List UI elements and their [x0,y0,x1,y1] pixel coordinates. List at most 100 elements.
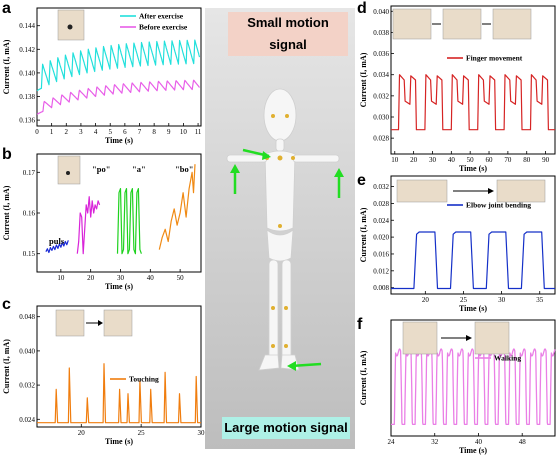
y-axis-title: Current (I, mA) [2,339,11,394]
x-tick-label: 25 [138,429,146,437]
y-tick-label: 0.028 [373,135,389,143]
x-tick-label: 40 [448,156,456,164]
series-line-0 [36,39,201,92]
y-tick-label: 0.032 [19,382,35,390]
x-tick-label: 24 [388,438,396,446]
photo-elbow-straight [396,179,448,203]
x-tick-label: 70 [504,156,512,164]
x-axis-title: Time (s) [459,164,487,173]
axes-d: 10 20 30 40 50 60 70 80 90 0.028 0.030 0.032 0.034 0.… [359,5,556,173]
y-tick-label: 0.024 [19,416,35,424]
series-annotation-2: "a" [132,164,146,174]
y-tick-label: 0.038 [373,29,389,37]
y-axis-title: Current (I, mA) [2,185,11,240]
x-tick-label: 10 [57,274,65,282]
x-axis-title: Time (s) [105,282,133,291]
chart-e: 20 25 30 35 0.008 0.012 0.016 0.020 0.024 0.028 0.… [357,172,558,316]
chart-a: 0 1 2 3 4 5 6 7 8 9 10 11 0.136 0.138 0.140 0.142 0.144 T… [0,0,205,145]
y-tick-label: 0.032 [373,183,389,191]
series-line-2 [116,187,142,255]
x-tick-label: 11 [195,128,202,136]
x-tick-label: 30 [498,296,506,304]
y-tick-label: 0.040 [19,347,35,355]
y-tick-label: 0.140 [19,69,35,77]
x-tick-label: 0 [35,128,39,136]
y-tick-label: 0.024 [373,217,389,225]
panel-label-d: d [357,0,367,17]
series-line-3 [158,164,196,250]
series-annotation-0: puls [49,236,65,246]
y-tick-label: 0.142 [19,46,35,54]
photo-arrow-head [466,335,472,341]
photo-throat [57,155,81,185]
x-tick-label: 3 [79,128,83,136]
photo-arrow-head [488,188,494,194]
x-tick-label: 80 [523,156,531,164]
y-tick-label: 0.048 [19,313,35,321]
y-axis-title: Current (I, mA) [359,350,368,405]
x-axis-title: Time (s) [105,136,133,145]
x-tick-label: 30 [198,429,206,437]
y-tick-label: 0.16 [23,210,36,218]
series-annotation-3: "bo" [175,164,193,174]
y-tick-label: 0.136 [19,117,35,125]
photo-arrow-head [98,320,103,326]
x-tick-label: 20 [410,156,418,164]
y-tick-label: 0.008 [373,284,389,292]
photo-finger-3 [492,8,532,40]
photo-feet-1 [402,321,438,355]
y-tick-label: 0.036 [373,50,389,58]
x-tick-label: 30 [429,156,437,164]
y-tick-label: 0.012 [373,267,389,275]
x-tick-label: 40 [147,274,155,282]
x-tick-label: 9 [167,128,171,136]
plot-frame [36,7,202,127]
x-tick-label: 1 [50,128,54,136]
y-axis-title: Current (I, mA) [2,39,11,94]
x-tick-label: 50 [467,156,475,164]
small-motion-banner: Small motion signal [228,12,348,56]
plot-frame [390,5,556,155]
x-tick-label: 8 [152,128,156,136]
series-line-0 [391,74,555,131]
axes-b: 10 20 30 40 50 0.15 0.16 0.17 Time (s) Current (I… [2,153,202,291]
x-tick-label: 25 [460,296,468,304]
x-tick-label: 30 [117,274,125,282]
y-tick-label: 0.15 [23,250,36,258]
panel-label-e: e [357,172,366,189]
legend-1-label: Before exercise [139,23,188,32]
y-tick-label: 0.032 [373,92,389,100]
x-tick-label: 10 [391,156,399,164]
photo-finger-1 [392,8,432,40]
x-tick-label: 6 [123,128,127,136]
x-tick-label: 60 [486,156,494,164]
photo-feet-2 [474,321,510,355]
x-axis-title: Time (s) [459,304,487,313]
y-tick-label: 0.030 [373,114,389,122]
chart-b: 10 20 30 40 50 0.15 0.16 0.17 Time (s) Current (I… [0,146,205,296]
chart-d: 10 20 30 40 50 60 70 80 90 0.028 0.030 0.032 0.034 0.… [357,0,558,173]
series-line-0 [45,240,69,254]
sensor-dot [66,171,70,175]
series-line-0 [390,348,556,426]
arrow-right-arm-head [334,168,344,177]
x-tick-label: 32 [431,438,439,446]
axes-f: 24 32 40 48 Time (s) Current (I, mA) Walking [359,319,556,455]
chart-f: 24 32 40 48 Time (s) Current (I, mA) Walking [357,316,558,457]
legend-0-label: Walking [494,354,521,363]
y-tick-label: 0.040 [373,8,389,16]
x-tick-label: 90 [542,156,550,164]
y-axis-title: Current (I, mA) [359,52,368,107]
x-tick-label: 7 [138,128,142,136]
x-tick-label: 20 [87,274,95,282]
panel-label-c: c [2,296,11,313]
axes-a: 0 1 2 3 4 5 6 7 8 9 10 11 0.136 0.138 0.140 0.142 0.144 T… [2,7,202,145]
photo-touch-after [103,309,133,337]
axes-e: 20 25 30 35 0.008 0.012 0.016 0.020 0.024 0.028 0.… [359,175,556,313]
series-line-0 [37,363,201,424]
photo-elbow-bent [496,179,546,203]
x-tick-label: 48 [519,438,527,446]
series-line-0 [391,231,555,290]
x-tick-label: 10 [180,128,188,136]
x-tick-label: 50 [177,274,185,282]
